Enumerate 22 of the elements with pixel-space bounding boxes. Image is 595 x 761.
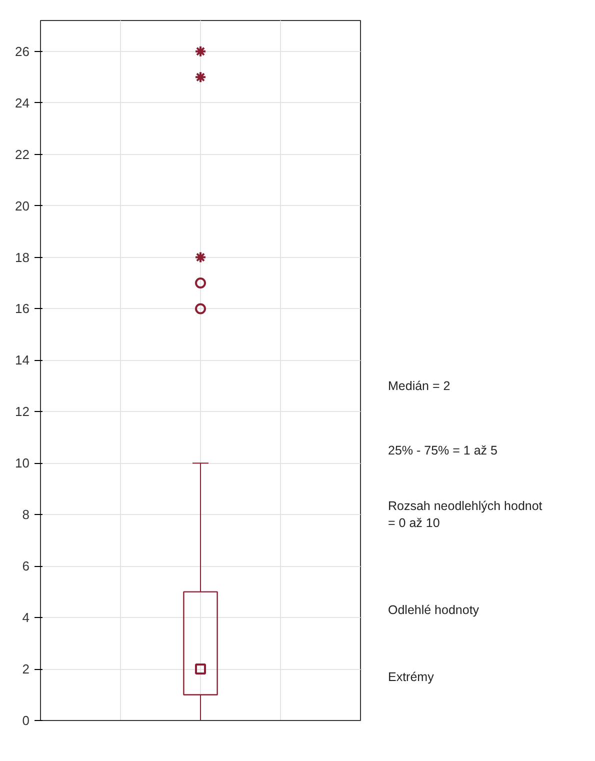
y-tick-label: 20 (15, 198, 30, 214)
text: Medián = 2 (388, 378, 450, 393)
point (194, 45, 206, 58)
y-tick-label: 14 (15, 352, 30, 368)
text: 25% - 75% = 1 až 5 (388, 443, 498, 458)
y-tick-label: 6 (22, 558, 30, 574)
y-tick-label: 16 (15, 301, 30, 316)
y-tick-label: 24 (15, 95, 30, 110)
y-tick-label: 22 (15, 146, 30, 162)
text: Rozsah neodlehlých hodnot = 0 až 10 (388, 499, 543, 530)
y-tick-label: 8 (22, 507, 30, 522)
text: Odlehlé hodnoty (388, 602, 480, 617)
y-tick-label: 10 (15, 456, 30, 471)
y-tick-label: 2 (22, 662, 30, 677)
point (194, 71, 206, 84)
y-tick-label: 0 (22, 713, 30, 728)
point (194, 251, 206, 264)
y-tick-label: 4 (22, 610, 30, 626)
y-tick-label: 18 (15, 250, 30, 265)
text: Extrémy (388, 670, 435, 684)
y-tick-label: 12 (15, 404, 30, 420)
y-tick-label: 26 (15, 44, 30, 59)
